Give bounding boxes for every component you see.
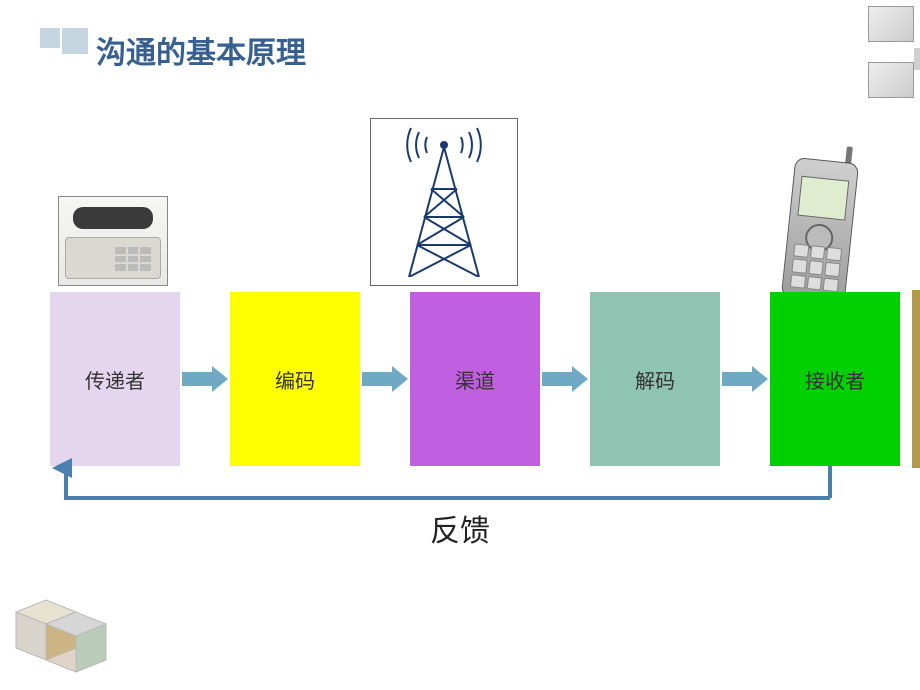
- box-decode: 解码: [590, 292, 720, 466]
- box-channel: 渠道: [410, 292, 540, 466]
- box-receiver: 接收者: [770, 292, 900, 466]
- feedback-line: [64, 496, 830, 500]
- cube-collage-icon: [6, 594, 116, 684]
- mobile-phone-icon: [781, 157, 859, 303]
- telephone-icon: [58, 196, 168, 286]
- feedback-line: [828, 466, 832, 498]
- deco-square: [40, 28, 60, 48]
- arrow-icon: [722, 366, 768, 392]
- communication-flow: 传递者 编码 渠道 解码 接收者: [50, 292, 910, 466]
- edge-decoration: [914, 48, 920, 70]
- page-title: 沟通的基本原理: [96, 28, 306, 72]
- feedback-label: 反馈: [0, 506, 920, 550]
- corner-thumbnail: [868, 6, 914, 42]
- corner-decoration: [40, 28, 88, 54]
- deco-square: [62, 28, 88, 54]
- box-sender: 传递者: [50, 292, 180, 466]
- arrow-icon: [542, 366, 588, 392]
- edge-decoration: [912, 290, 920, 468]
- arrow-icon: [182, 366, 228, 392]
- feedback-arrowhead-icon: [52, 458, 76, 478]
- radio-tower-icon: [370, 118, 518, 286]
- arrow-icon: [362, 366, 408, 392]
- corner-thumbnail: [868, 62, 914, 98]
- box-encode: 编码: [230, 292, 360, 466]
